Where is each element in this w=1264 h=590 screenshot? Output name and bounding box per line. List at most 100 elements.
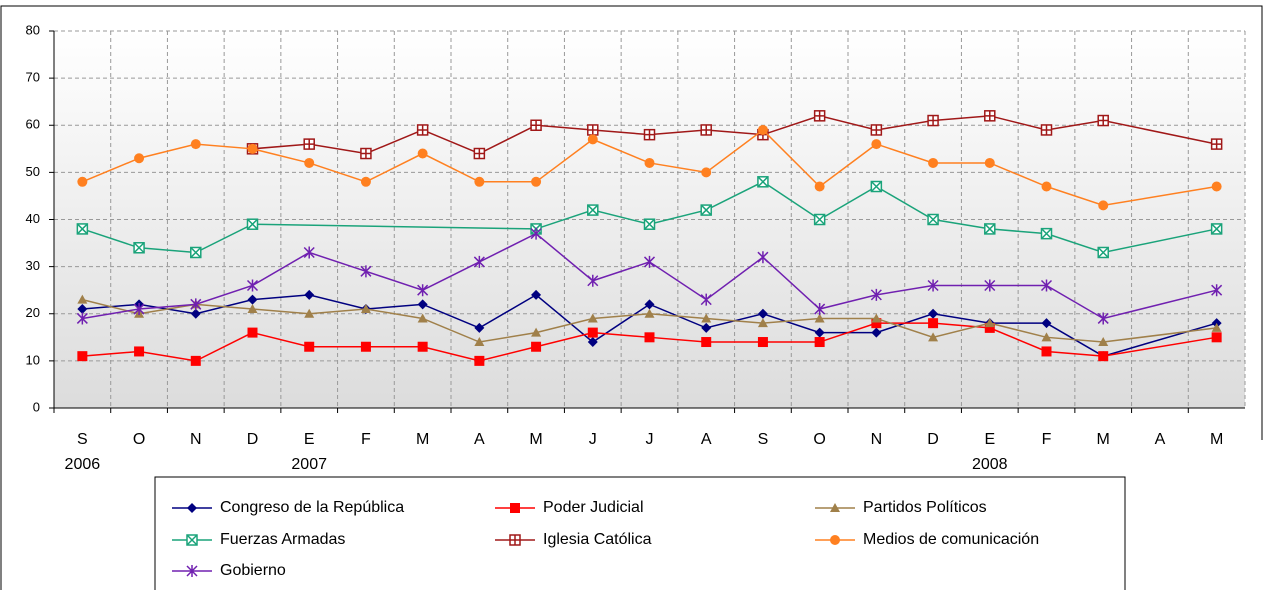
x-tick-label: M (416, 431, 429, 448)
series-line (82, 322, 1217, 362)
marker-shape (1098, 351, 1109, 362)
data-point (1098, 200, 1109, 211)
marker-shape (474, 148, 485, 159)
x-tick-label: N (190, 431, 202, 448)
y-tick-label: 30 (26, 258, 40, 273)
marker-shape (1211, 181, 1222, 192)
data-point (984, 157, 995, 168)
marker-shape (190, 298, 202, 311)
data-point (1040, 227, 1053, 240)
marker-shape (417, 341, 428, 352)
marker-shape (814, 181, 825, 192)
marker-shape (77, 294, 88, 304)
legend-marker (186, 534, 198, 546)
marker-shape (1041, 181, 1052, 192)
marker-shape (701, 322, 712, 333)
data-point (531, 289, 542, 300)
data-point (473, 255, 485, 268)
marker-shape (474, 337, 485, 347)
marker-shape (1041, 124, 1052, 135)
data-point (870, 180, 883, 193)
marker-shape (984, 279, 996, 292)
data-point (417, 284, 429, 297)
marker-shape (1211, 139, 1222, 150)
data-point (134, 346, 145, 357)
marker-shape (814, 213, 826, 226)
data-point (814, 337, 825, 348)
data-point (133, 242, 145, 254)
x-tick-label: J (646, 431, 654, 448)
marker-shape (701, 167, 712, 178)
data-point (246, 218, 259, 230)
marker-shape (871, 139, 882, 150)
marker-shape (474, 355, 485, 366)
marker-shape (1041, 332, 1052, 342)
data-point (530, 119, 542, 131)
y-tick-label: 40 (26, 211, 40, 226)
data-point (813, 213, 826, 226)
marker-shape (304, 157, 315, 168)
data-point (871, 313, 882, 323)
data-point (928, 308, 939, 319)
marker-shape (187, 503, 197, 513)
marker-shape (587, 124, 598, 135)
y-tick-label: 60 (26, 117, 40, 132)
data-point (871, 139, 882, 150)
marker-shape (830, 535, 840, 545)
data-point (304, 341, 315, 352)
marker-shape (417, 124, 428, 135)
marker-shape (303, 246, 315, 259)
marker-shape (1097, 312, 1109, 325)
x-tick-label: A (1155, 431, 1166, 448)
data-point (360, 147, 372, 160)
marker-shape (814, 337, 825, 348)
marker-shape (701, 124, 712, 135)
marker-shape (928, 332, 939, 342)
marker-shape (474, 322, 485, 333)
data-point (701, 337, 712, 348)
data-point (474, 176, 485, 187)
data-point (814, 327, 825, 338)
marker-shape (186, 565, 198, 577)
marker-shape (643, 218, 656, 230)
marker-shape (246, 279, 259, 292)
marker-shape (871, 327, 882, 338)
legend-marker (187, 503, 197, 513)
data-point (643, 128, 656, 141)
data-point (1210, 138, 1223, 150)
marker-shape (814, 303, 826, 316)
data-point (984, 322, 995, 333)
data-point (984, 110, 996, 122)
data-point (360, 341, 371, 352)
marker-shape (531, 176, 542, 187)
marker-shape (701, 313, 712, 323)
data-point (77, 351, 88, 362)
marker-shape (587, 204, 599, 216)
x-tick-label: M (529, 431, 542, 448)
marker-shape (360, 304, 371, 314)
data-point (247, 304, 258, 314)
data-point (1041, 318, 1052, 329)
marker-shape (246, 218, 259, 230)
marker-shape (1211, 223, 1223, 235)
marker-shape (417, 284, 429, 297)
marker-shape (186, 534, 198, 546)
data-point (757, 308, 768, 319)
x-tick-label: E (304, 431, 315, 448)
marker-shape (531, 341, 542, 352)
data-point (190, 246, 202, 259)
series-line (82, 180, 1217, 254)
year-label: 2008 (972, 456, 1008, 473)
legend-marker (830, 503, 840, 512)
marker-shape (304, 139, 315, 150)
data-point (1211, 322, 1222, 332)
marker-shape (360, 148, 371, 159)
data-point (700, 204, 712, 216)
marker-shape (870, 288, 882, 301)
data-point (190, 298, 202, 311)
marker-shape (417, 299, 428, 310)
marker-shape (134, 153, 145, 164)
marker-shape (587, 313, 598, 323)
data-point (530, 227, 542, 240)
data-point (416, 124, 429, 136)
